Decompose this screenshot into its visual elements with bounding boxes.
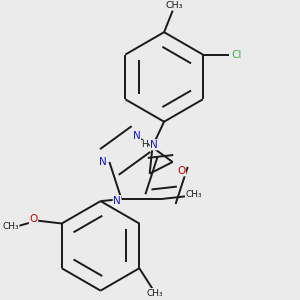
Text: N: N bbox=[133, 131, 140, 141]
Text: N: N bbox=[113, 196, 121, 206]
Text: N: N bbox=[99, 157, 107, 167]
Text: CH₃: CH₃ bbox=[2, 223, 19, 232]
Text: H: H bbox=[141, 140, 148, 149]
Text: CH₃: CH₃ bbox=[147, 289, 164, 298]
Text: O: O bbox=[177, 166, 185, 176]
Text: N: N bbox=[150, 140, 158, 150]
Text: O: O bbox=[29, 214, 38, 224]
Text: Cl: Cl bbox=[232, 50, 242, 60]
Text: CH₃: CH₃ bbox=[185, 190, 202, 199]
Text: CH₃: CH₃ bbox=[165, 1, 183, 10]
